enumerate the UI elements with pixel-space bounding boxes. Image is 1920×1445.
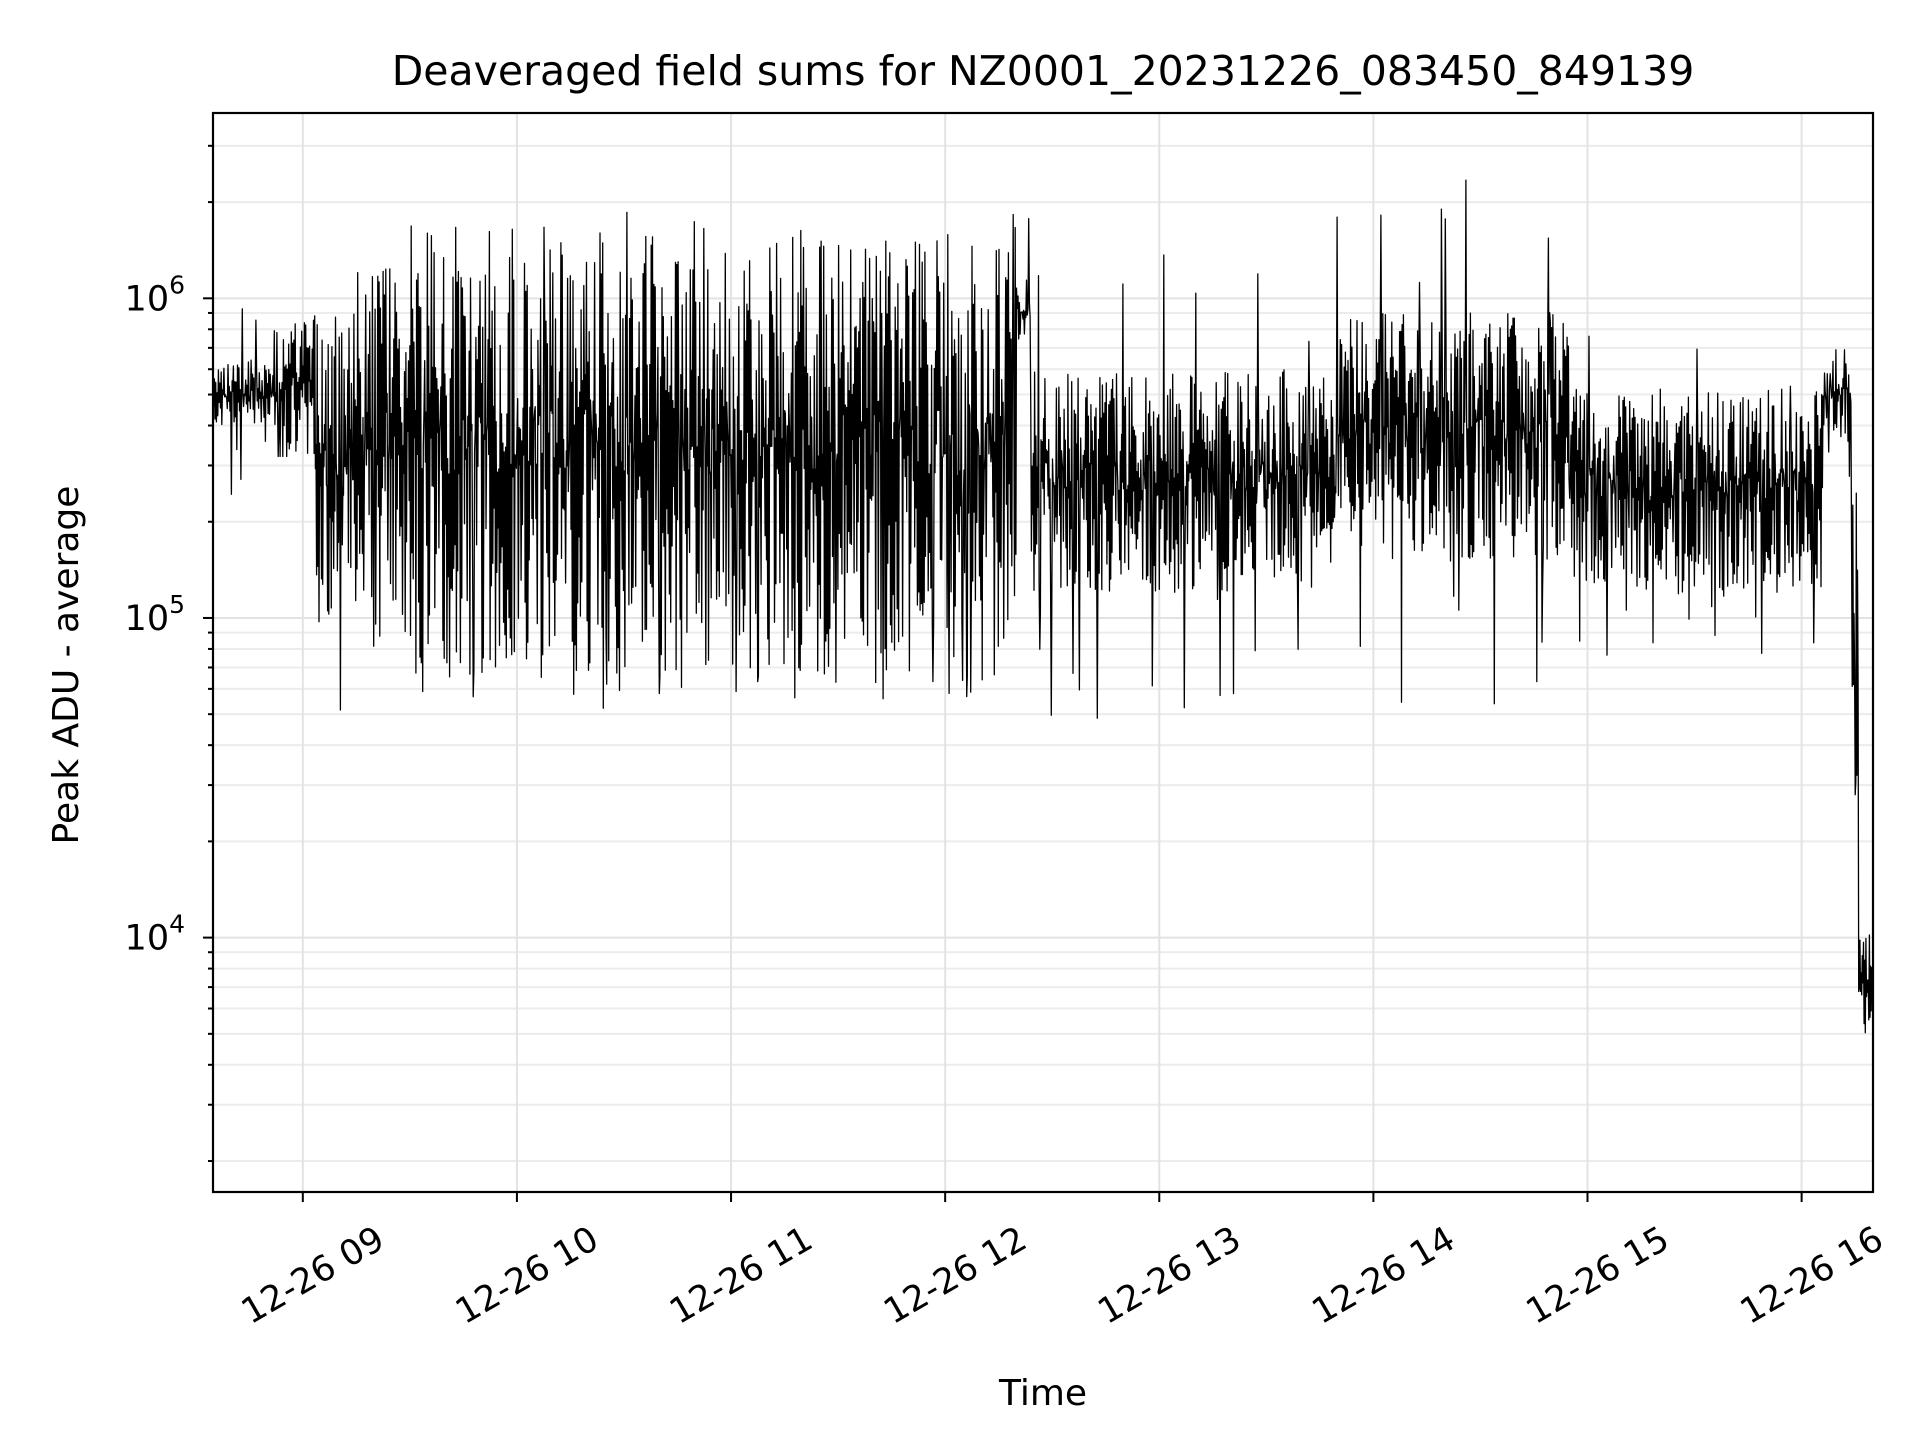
x-tick-label: 12-26 10 bbox=[449, 1219, 605, 1332]
x-axis: 12-26 09 12-26 10 12-26 11 12-26 12 12-26 13… bbox=[235, 1192, 1890, 1332]
y-axis-label: Peak ADU - average bbox=[46, 486, 87, 845]
x-tick-label: 12-26 15 bbox=[1520, 1219, 1676, 1332]
plot-frame bbox=[211, 111, 1875, 1194]
y-tick-label: 104 bbox=[125, 910, 185, 959]
grid bbox=[213, 113, 1873, 1192]
series-line bbox=[212, 179, 1874, 1034]
x-tick-label: 12-26 09 bbox=[235, 1219, 391, 1332]
x-axis-label: Time bbox=[998, 1373, 1087, 1414]
y-tick-label: 106 bbox=[125, 270, 185, 319]
x-tick-label: 12-26 13 bbox=[1091, 1219, 1247, 1332]
y-axis: 104 105 106 bbox=[125, 144, 213, 1163]
chart-title: Deaveraged field sums for NZ0001_2023122… bbox=[392, 47, 1695, 95]
y-tick-label: 105 bbox=[125, 590, 185, 639]
x-tick-label: 12-26 11 bbox=[663, 1219, 819, 1332]
x-tick-label: 12-26 16 bbox=[1734, 1219, 1890, 1332]
x-tick-label: 12-26 14 bbox=[1306, 1219, 1462, 1332]
x-tick-label: 12-26 12 bbox=[877, 1219, 1033, 1332]
series-layer bbox=[212, 179, 1874, 1034]
